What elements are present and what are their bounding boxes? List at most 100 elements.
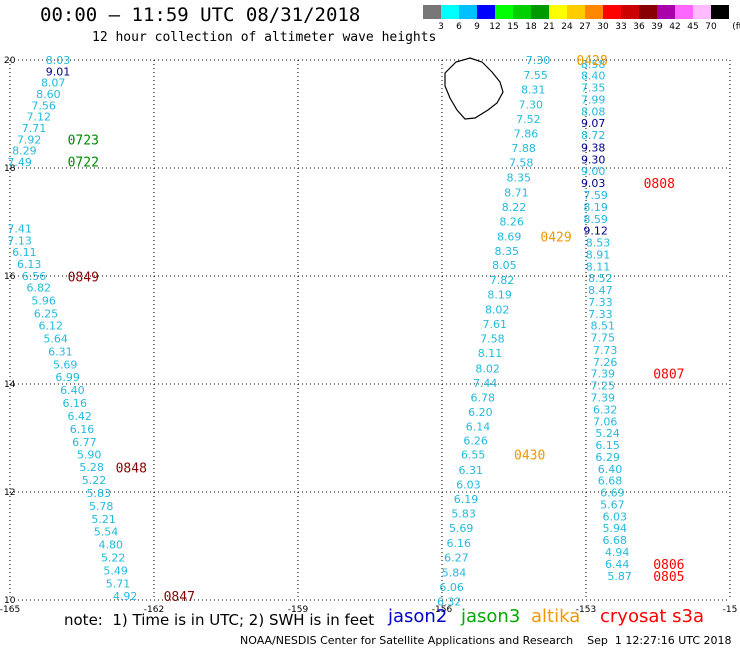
legend-label: 24 xyxy=(561,22,573,32)
legend-swatch xyxy=(495,5,513,19)
wave-height-label: 5.64 xyxy=(43,333,68,346)
x-tick-label: -15 xyxy=(723,605,738,615)
wave-height-label: 5.90 xyxy=(77,449,102,462)
wave-height-label: 5.94 xyxy=(603,522,628,535)
satellite-label-altika: altika xyxy=(531,606,581,627)
wave-height-label: 5.22 xyxy=(82,474,107,487)
legend-label: 15 xyxy=(507,22,519,32)
wave-height-label: 6.26 xyxy=(463,435,488,448)
wave-height-label: 8.08 xyxy=(581,105,606,118)
wave-height-label: 6.16 xyxy=(63,397,88,410)
wave-height-label: 6.82 xyxy=(27,281,52,294)
wave-height-label: 6.15 xyxy=(595,439,620,452)
legend-label: 70 xyxy=(705,22,717,32)
wave-height-label: 8.02 xyxy=(475,362,500,375)
wave-height-label: 6.69 xyxy=(600,487,625,500)
wave-height-label: 8.35 xyxy=(507,172,532,185)
wave-height-label: 8.03 xyxy=(46,54,71,67)
wave-height-label: 5.24 xyxy=(595,427,620,440)
wave-height-label: 6.16 xyxy=(447,537,472,550)
wave-height-label: 7.39 xyxy=(591,368,616,381)
wave-height-label: 8.69 xyxy=(497,231,522,244)
legend-swatch xyxy=(513,5,531,19)
wave-height-label: 8.22 xyxy=(502,201,527,214)
legend-swatch xyxy=(423,5,441,19)
wave-height-label: 6.56 xyxy=(22,270,47,283)
legend-label: 9 xyxy=(474,22,480,32)
legend-label: 45 xyxy=(687,22,699,32)
wave-height-label: 7.06 xyxy=(593,415,618,428)
wave-height-label: 9.01 xyxy=(46,65,71,78)
wave-height-label: 6.40 xyxy=(598,463,623,476)
wave-height-label: 7.92 xyxy=(17,133,42,146)
x-tick-label: -162 xyxy=(144,605,164,615)
wave-height-label: 7.12 xyxy=(27,111,52,124)
legend-swatch xyxy=(639,5,657,19)
wave-height-label: 8.60 xyxy=(36,88,61,101)
x-tick-label: -156 xyxy=(432,605,453,615)
wave-height-label: 6.14 xyxy=(466,421,491,434)
y-tick-label: 12 xyxy=(4,488,15,498)
wave-height-label: 8.40 xyxy=(581,70,606,83)
pass-time-label: 0807 xyxy=(653,368,684,383)
island-outline xyxy=(444,57,504,120)
wave-height-label: 9.30 xyxy=(581,153,606,166)
wave-height-label: 7.39 xyxy=(591,392,616,405)
wave-height-label: 8.11 xyxy=(478,347,503,360)
wave-height-label: 6.20 xyxy=(468,406,493,419)
satellite-label-cryosat-s3a: cryosat s3a xyxy=(600,606,705,627)
wave-height-label: 5.84 xyxy=(442,566,467,579)
wave-height-label: 5.69 xyxy=(449,522,474,535)
wave-height-label: 6.55 xyxy=(461,449,486,462)
wave-height-label: 5.83 xyxy=(87,487,112,500)
wave-height-label: 7.30 xyxy=(519,98,544,111)
wave-height-label: 6.03 xyxy=(603,510,628,523)
wave-height-label: 8.11 xyxy=(586,260,611,273)
y-tick-label: 16 xyxy=(4,272,16,282)
wave-height-label: 6.78 xyxy=(471,392,496,405)
legend-swatch xyxy=(531,5,549,19)
wave-height-label: 8.02 xyxy=(485,303,510,316)
wave-height-label: 7.25 xyxy=(591,380,616,393)
pass-time-label: 0806 xyxy=(653,558,684,573)
wave-height-label: 8.71 xyxy=(504,186,529,199)
pass-time-label: 0429 xyxy=(540,231,571,246)
wave-height-label: 5.69 xyxy=(53,359,78,372)
units-note: note: 1) Time is in UTC; 2) SWH is in fe… xyxy=(64,611,375,629)
wave-height-label: 6.12 xyxy=(39,320,64,333)
wave-height-label: 7.82 xyxy=(490,274,515,287)
wave-height-label: 6.31 xyxy=(48,346,73,359)
wave-height-label: 5.83 xyxy=(451,508,476,521)
wave-height-label: 6.27 xyxy=(444,551,469,564)
wave-height-label: 6.77 xyxy=(72,436,97,449)
wave-height-label: 7.52 xyxy=(516,113,541,126)
wave-height-label: 8.52 xyxy=(588,272,613,285)
legend-unit: (ft) xyxy=(732,22,740,32)
wave-height-label: 6.19 xyxy=(454,493,479,506)
wave-height-label: 7.26 xyxy=(593,356,618,369)
wave-height-label: 7.86 xyxy=(514,127,539,140)
wave-height-label: 8.35 xyxy=(495,245,520,258)
satellite-label-jason3: jason3 xyxy=(461,606,521,627)
wave-height-label: 7.30 xyxy=(526,54,551,67)
y-tick-label: 18 xyxy=(4,164,16,174)
wave-height-label: 6.68 xyxy=(598,475,623,488)
wave-height-label: 6.29 xyxy=(595,451,620,464)
legend-swatch xyxy=(675,5,693,19)
wave-height-label: 5.49 xyxy=(103,564,128,577)
wave-height-label: 8.53 xyxy=(586,237,611,250)
x-tick-label: -165 xyxy=(0,605,20,615)
y-tick-label: 14 xyxy=(4,380,16,390)
wave-height-label: 6.31 xyxy=(459,464,484,477)
wave-height-label: 6.44 xyxy=(605,558,630,571)
wave-height-label: 6.99 xyxy=(55,371,80,384)
legend-label: 27 xyxy=(579,22,591,32)
wave-height-label: 5.28 xyxy=(79,461,104,474)
legend-swatch xyxy=(603,5,621,19)
x-tick-label: -159 xyxy=(288,605,309,615)
wave-height-label: 6.25 xyxy=(34,307,59,320)
wave-height-label: 7.73 xyxy=(593,344,618,357)
wave-height-label: 8.47 xyxy=(588,284,613,297)
pass-time-label: 0849 xyxy=(68,271,99,286)
legend-swatch xyxy=(549,5,567,19)
